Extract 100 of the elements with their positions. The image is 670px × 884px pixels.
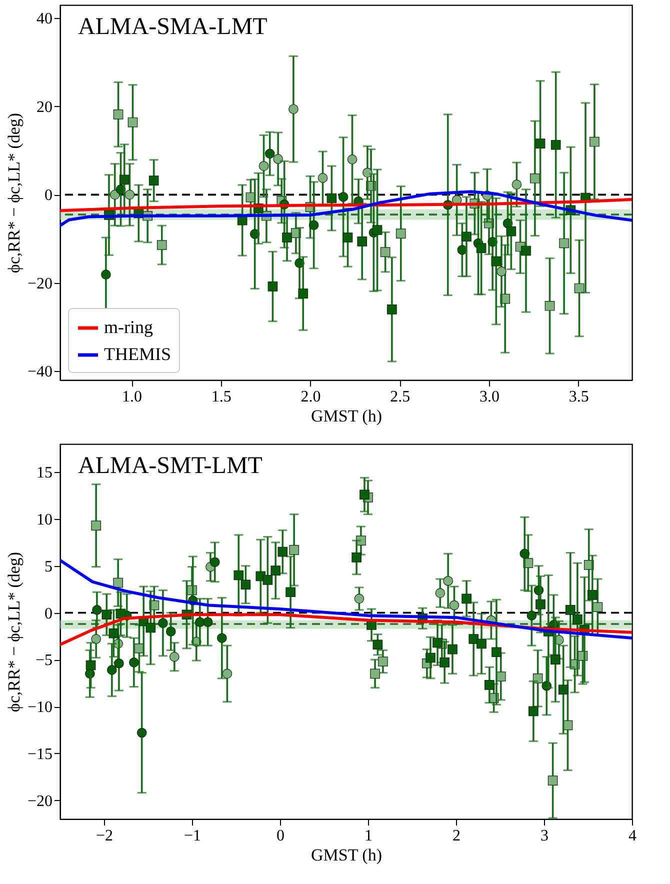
point	[119, 174, 130, 185]
point	[91, 520, 101, 530]
point	[550, 654, 560, 665]
point	[528, 706, 538, 716]
point	[129, 658, 139, 668]
point	[532, 673, 543, 684]
legend-label: THEMIS	[104, 344, 171, 364]
line-series	[60, 558, 632, 640]
point	[347, 154, 358, 164]
point	[396, 228, 406, 238]
point	[435, 588, 446, 598]
point	[354, 594, 364, 604]
point	[592, 602, 603, 612]
point	[298, 288, 308, 298]
point	[574, 283, 584, 294]
point	[110, 190, 120, 200]
point	[148, 176, 159, 186]
point	[484, 680, 494, 690]
point	[587, 590, 598, 600]
point	[426, 652, 436, 663]
point	[572, 614, 582, 624]
point	[91, 634, 101, 644]
point	[107, 665, 117, 675]
point	[521, 246, 531, 256]
point	[136, 728, 147, 738]
line-series	[60, 198, 632, 212]
point	[491, 256, 502, 266]
x-tick-label: 2	[452, 828, 460, 844]
annotation: ALMA-SMA-LMT	[78, 14, 268, 40]
x-tick-label: 1.5	[211, 388, 232, 406]
x-tick-label: −2	[96, 828, 114, 844]
point	[286, 587, 296, 598]
x-tick-label: 2.0	[300, 388, 321, 406]
point	[449, 600, 460, 610]
point	[378, 656, 388, 666]
point	[268, 282, 278, 292]
point	[380, 247, 390, 257]
y-axis-title: ϕc,RR* − ϕc,LL* (deg)	[4, 552, 24, 712]
point	[92, 605, 102, 615]
point	[289, 545, 299, 555]
y-tick-label: −10	[27, 699, 52, 716]
point	[432, 638, 442, 648]
y-tick-label: 10	[36, 512, 52, 528]
y-tick-label: −15	[27, 746, 52, 763]
point	[169, 652, 180, 662]
point	[352, 552, 362, 562]
point	[124, 190, 135, 200]
y-tick-label: −20	[27, 275, 52, 292]
point	[440, 658, 450, 668]
point	[535, 138, 546, 148]
point	[476, 243, 486, 253]
point	[370, 668, 380, 679]
x-axis-title: GMST (h)	[311, 846, 382, 864]
point	[512, 180, 522, 190]
y-tick-label: 5	[44, 558, 52, 576]
x-axis-title: GMST (h)	[311, 406, 382, 426]
point	[443, 576, 453, 586]
point	[156, 240, 167, 250]
point	[113, 578, 123, 588]
x-tick-label: 3.0	[480, 388, 500, 406]
point	[492, 647, 502, 658]
legend-label: m-ring	[104, 317, 153, 337]
point	[217, 633, 227, 643]
x-tick-label: 3.5	[568, 388, 589, 406]
y-tick-label: −20	[27, 792, 52, 810]
point	[210, 557, 220, 568]
point	[372, 640, 383, 650]
point	[520, 548, 530, 559]
point	[288, 104, 298, 114]
point	[530, 173, 540, 184]
point	[548, 776, 558, 786]
point	[108, 628, 119, 638]
point	[262, 575, 273, 585]
point	[101, 270, 111, 280]
point	[565, 605, 576, 615]
point	[506, 226, 516, 236]
y-tick-label: 40	[36, 10, 52, 28]
y-tick-label: 0	[44, 187, 52, 204]
point	[526, 610, 537, 620]
y-tick-label: 0	[44, 605, 52, 622]
point	[278, 546, 288, 557]
x-tick-label: −1	[184, 828, 202, 844]
point	[559, 238, 569, 248]
point	[102, 610, 112, 620]
point	[342, 232, 353, 242]
point	[146, 622, 156, 633]
y-tick-label: 15	[36, 464, 52, 482]
point	[195, 617, 205, 628]
point	[550, 140, 561, 150]
point	[240, 580, 251, 590]
x-tick-label: 3	[540, 828, 548, 844]
point	[362, 168, 372, 178]
point	[158, 618, 168, 628]
point	[558, 684, 568, 695]
point	[273, 154, 283, 164]
line-series	[60, 190, 632, 228]
point	[113, 110, 124, 120]
y-tick-label: 20	[36, 98, 52, 116]
point	[590, 136, 600, 147]
point	[544, 300, 555, 311]
